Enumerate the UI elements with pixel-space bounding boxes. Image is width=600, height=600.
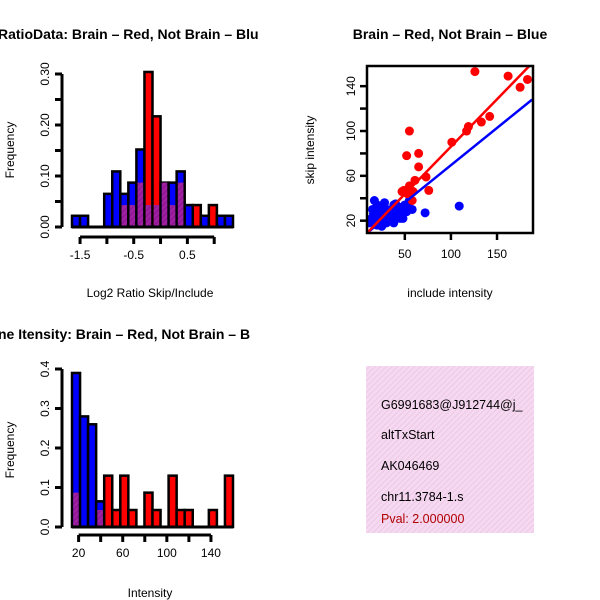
- scatter-point-brain: [485, 111, 495, 121]
- scatter-point-brain: [414, 148, 424, 158]
- intensity-histogram: 0.0 0.1 0.2 0.3 0.4 20 60 100 140: [38, 360, 235, 560]
- scatter-title: Brain – Red, Not Brain – Blue: [353, 26, 548, 42]
- scatter-point-brain: [515, 82, 525, 92]
- intensity-bar: [207, 508, 219, 529]
- scatter-point-brain: [404, 126, 414, 136]
- scatter-x-tick-label: 100: [441, 247, 461, 261]
- intensity-y-tick-label: 0.0: [38, 518, 52, 535]
- scatter-x-tick-label: 150: [487, 247, 507, 261]
- info-panel: [366, 366, 534, 533]
- ratio-overlap-bar: [121, 205, 128, 226]
- scatter-plot-area: [367, 66, 533, 233]
- scatter-point-not-brain: [368, 204, 378, 214]
- scatter-point-brain: [424, 185, 434, 195]
- intensity-bar: [183, 508, 194, 529]
- intensity-y-tick-label: 0.1: [38, 479, 52, 496]
- intensity-x-tick-label: 20: [72, 546, 86, 560]
- scatter-point-not-brain: [380, 198, 390, 208]
- scatter-y-tick-label: 60: [344, 169, 358, 183]
- scatter-point-brain: [470, 67, 480, 77]
- ratio-x-tick-label: -0.5: [123, 248, 144, 262]
- ratio-x-tick-label: 0.5: [179, 248, 196, 262]
- info-event-type: altTxStart: [381, 428, 435, 442]
- ratio-overlap-bar: [137, 182, 144, 226]
- scatter-point-not-brain: [389, 218, 399, 228]
- intensity-bar: [127, 508, 138, 529]
- intensity-x-tick-label: 140: [201, 546, 221, 560]
- ratio-hist-xlabel: Log2 Ratio Skip/Include: [87, 286, 214, 300]
- info-accession: AK046469: [381, 459, 439, 473]
- scatter-xlabel: include intensity: [407, 286, 492, 300]
- scatter-point-brain: [476, 117, 486, 127]
- intensity-x-tick-label: 100: [157, 546, 177, 560]
- scatter-y-tick-label: 140: [344, 76, 358, 96]
- ratio-overlap-bar: [161, 182, 168, 226]
- ratio-y-tick-label: 0.00: [38, 215, 52, 239]
- intensity-hist-title: ne Itensity: Brain – Red, Not Brain – B: [0, 326, 250, 342]
- scatter-ylabel: skip intensity: [303, 116, 317, 185]
- intensity-y-tick-label: 0.2: [38, 439, 52, 456]
- ratio-x-tick-label: -1.5: [70, 248, 91, 262]
- intensity-x-tick-label: 60: [116, 546, 130, 560]
- scatter-point-brain: [522, 74, 532, 84]
- ratio-hist-ylabel: Frequency: [3, 122, 17, 179]
- intensity-hist-ylabel: Frequency: [3, 422, 17, 479]
- info-pval: Pval: 2.000000: [381, 512, 464, 526]
- intensity-hist-xlabel: Intensity: [128, 586, 173, 600]
- scatter-point-not-brain: [454, 201, 464, 211]
- fit-line-brain: [367, 66, 531, 233]
- scatter-y-tick-label: 20: [344, 214, 358, 228]
- ratio-overlap-bar: [177, 182, 184, 226]
- ratio-bar: [78, 214, 90, 229]
- info-gene-id: G6991683@J912744@j_: [381, 398, 524, 412]
- info-location: chr11.3784-1.s: [381, 490, 463, 504]
- ratio-bar: [223, 214, 235, 229]
- scatter-point-brain: [414, 162, 424, 172]
- ratio-y-tick-label: 0.10: [38, 164, 52, 188]
- intensity-overlap-bar: [97, 510, 103, 526]
- scatter-point-not-brain: [407, 204, 417, 214]
- fit-line-not-brain: [367, 98, 533, 233]
- intensity-y-tick-label: 0.4: [38, 360, 52, 377]
- scatter-y-tick-label: 100: [344, 121, 358, 141]
- ratio-histogram: 0.00 0.10 0.20 0.30 -1.5 -0.5 0.5: [38, 62, 235, 262]
- scatter-plot: 50 100 150 20 60 100 140: [344, 64, 535, 261]
- ratio-overlap-bar: [129, 205, 136, 226]
- intensity-overlap-bar: [73, 492, 79, 526]
- ratio-overlap-bar: [145, 205, 152, 226]
- scatter-x-tick-label: 50: [398, 247, 412, 261]
- ratio-overlap-bar: [153, 205, 160, 226]
- scatter-point-not-brain: [398, 213, 408, 223]
- intensity-bar: [151, 508, 162, 529]
- scatter-point-not-brain: [371, 211, 381, 221]
- scatter-point-not-brain: [420, 208, 430, 218]
- ratio-overlap-bar: [169, 205, 176, 226]
- intensity-bar: [223, 474, 235, 529]
- scatter-point-brain: [402, 151, 412, 161]
- ratio-y-tick-label: 0.20: [38, 113, 52, 137]
- ratio-hist-title: RatioData: Brain – Red, Not Brain – Blu: [0, 26, 259, 42]
- scatter-point-brain: [503, 71, 513, 81]
- ratio-y-tick-label: 0.30: [38, 62, 52, 86]
- intensity-y-tick-label: 0.3: [38, 400, 52, 417]
